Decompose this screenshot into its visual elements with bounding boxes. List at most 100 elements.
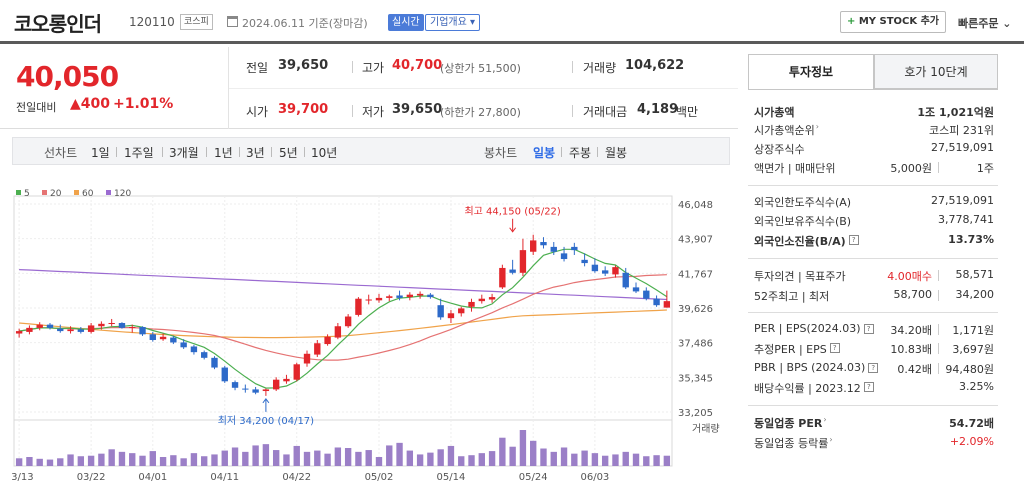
tab-3month[interactable]: 3개월 [169,146,199,160]
divider [304,147,305,157]
candle-body [180,342,187,348]
chevron-right-icon[interactable]: › [829,435,833,444]
volume-bar [468,455,475,466]
volume-bar [632,453,640,466]
candle-body [571,246,578,251]
my-stock-add-button[interactable]: + MY STOCK 추가 [840,11,946,33]
info-row: 외국인보유주식수(B) 3,778,741 [754,213,994,231]
y-tick-label: 35,345 [678,373,713,384]
candle-body [406,294,414,298]
candle-body [437,305,444,318]
help-icon[interactable]: ? [848,235,859,245]
volume-bar [221,450,228,466]
help-icon[interactable]: ? [829,343,840,353]
y-tick-label: 33,205 [678,408,713,419]
candle-body [67,329,74,332]
divider [597,147,598,157]
candle-body [355,298,362,315]
line-chart-label: 선차트 [44,146,78,160]
info-row: PER | EPS(2024.03)? 34.20배 1,171원 [754,322,994,340]
info-row-value: 3,697원 [952,343,994,356]
high-label: 고가 [362,61,385,75]
low-label: 저가 [362,105,385,119]
prev-close-label: 전일 [246,61,269,75]
info-row-label[interactable]: 동일업종 등락률 [754,437,829,450]
candle-body [519,250,527,273]
candle-body [447,313,455,319]
volume-bar [612,454,619,466]
volume-bar [488,451,496,466]
divider [206,147,207,157]
prev-close-value: 39,650 [278,58,329,73]
x-tick-label: 05/02 [365,472,394,483]
volume-bar [129,453,136,466]
panel-section-divider [748,405,998,406]
value-divider [938,343,939,354]
amount-value: 4,189 [637,102,679,117]
info-row-label: 외국인한도주식수(A) [754,196,852,209]
chevron-right-icon[interactable]: › [823,415,827,424]
info-row-label[interactable]: 시가총액순위 [754,124,815,137]
volume-bar [272,450,280,466]
tab-order-book-10[interactable]: 호가 10단계 [874,54,998,89]
volume-bar [344,448,352,466]
high-value: 40,700 [392,58,443,73]
chart-svg[interactable]: 46,048 43,907 41,767 39,626 37,486 35,345 33,2… [12,178,730,504]
upper-limit: (상한가 51,500) [440,62,521,75]
info-row-label: 배당수익률 | 2023.12 [754,382,861,395]
tab-1day[interactable]: 1일 [91,146,110,160]
info-row-value: 1,171원 [952,324,994,337]
info-row: PBR | BPS (2024.03)? 0.42배 94,480원 [754,361,994,379]
candle-body [478,298,485,302]
help-icon[interactable]: ? [868,363,879,373]
info-row: 시가총액순위 › 코스피 231위 [754,122,994,140]
x-tick-label: 05/14 [437,472,466,483]
candle-body [663,301,671,308]
company-name: 코오롱인더 [14,12,102,36]
candle-body [560,253,568,260]
chevron-right-icon[interactable]: › [815,122,819,131]
info-row-value: 27,519,091 [931,141,994,154]
info-row-value: 3,778,741 [938,213,994,226]
volume-bar [540,448,547,466]
candle-body [643,290,650,299]
tab-monthly[interactable]: 월봉 [605,146,628,160]
x-tick-label: 05/24 [519,472,548,483]
value-divider [938,324,939,335]
info-row-label: 52주최고 | 최저 [754,290,830,303]
volume-axis-label: 거래량 [692,423,720,435]
info-row-label[interactable]: 동일업종 PER [754,417,823,430]
volume-bar [139,455,146,466]
price-chart[interactable]: 46,048 43,907 41,767 39,626 37,486 35,345 33,2… [12,178,730,504]
candle-body [632,287,640,292]
tab-5year[interactable]: 5년 [279,146,298,160]
volume-bar [149,451,156,466]
divider [572,105,573,117]
company-overview-dropdown[interactable]: 기업개요 ▾ [425,14,480,31]
tab-1year[interactable]: 1년 [214,146,233,160]
volume-bar [601,455,609,466]
tab-10year[interactable]: 10년 [311,146,338,160]
min-arrowhead [262,398,270,404]
realtime-button[interactable]: 실시간 [388,14,424,31]
candle-body [26,327,33,332]
tab-investment-info[interactable]: 투자정보 [748,54,874,89]
chart-annotations: 최고 44,150 (05/22) 최저 34,200 (04/17) [218,206,561,427]
tab-daily[interactable]: 일봉 [533,146,556,160]
tab-1week[interactable]: 1주일 [124,146,154,160]
x-tick-label: 04/11 [210,472,239,483]
quick-order-button[interactable]: 빠른주문 ⌄ [958,17,1012,30]
tab-weekly[interactable]: 주봉 [569,146,592,160]
info-row-value-primary: 10.83배 [890,343,932,356]
header-bar [0,0,1024,44]
help-icon[interactable]: ? [863,324,874,334]
candle-body [190,346,198,353]
tab-3year[interactable]: 3년 [246,146,265,160]
value-divider [938,162,939,173]
panel-section-divider [748,258,998,259]
candle-body [129,327,136,329]
info-row-label: 상장주식수 [754,143,805,156]
help-icon[interactable]: ? [863,382,874,392]
info-row-label: 추정PER | EPS [754,343,827,356]
volume-bar [170,455,177,466]
